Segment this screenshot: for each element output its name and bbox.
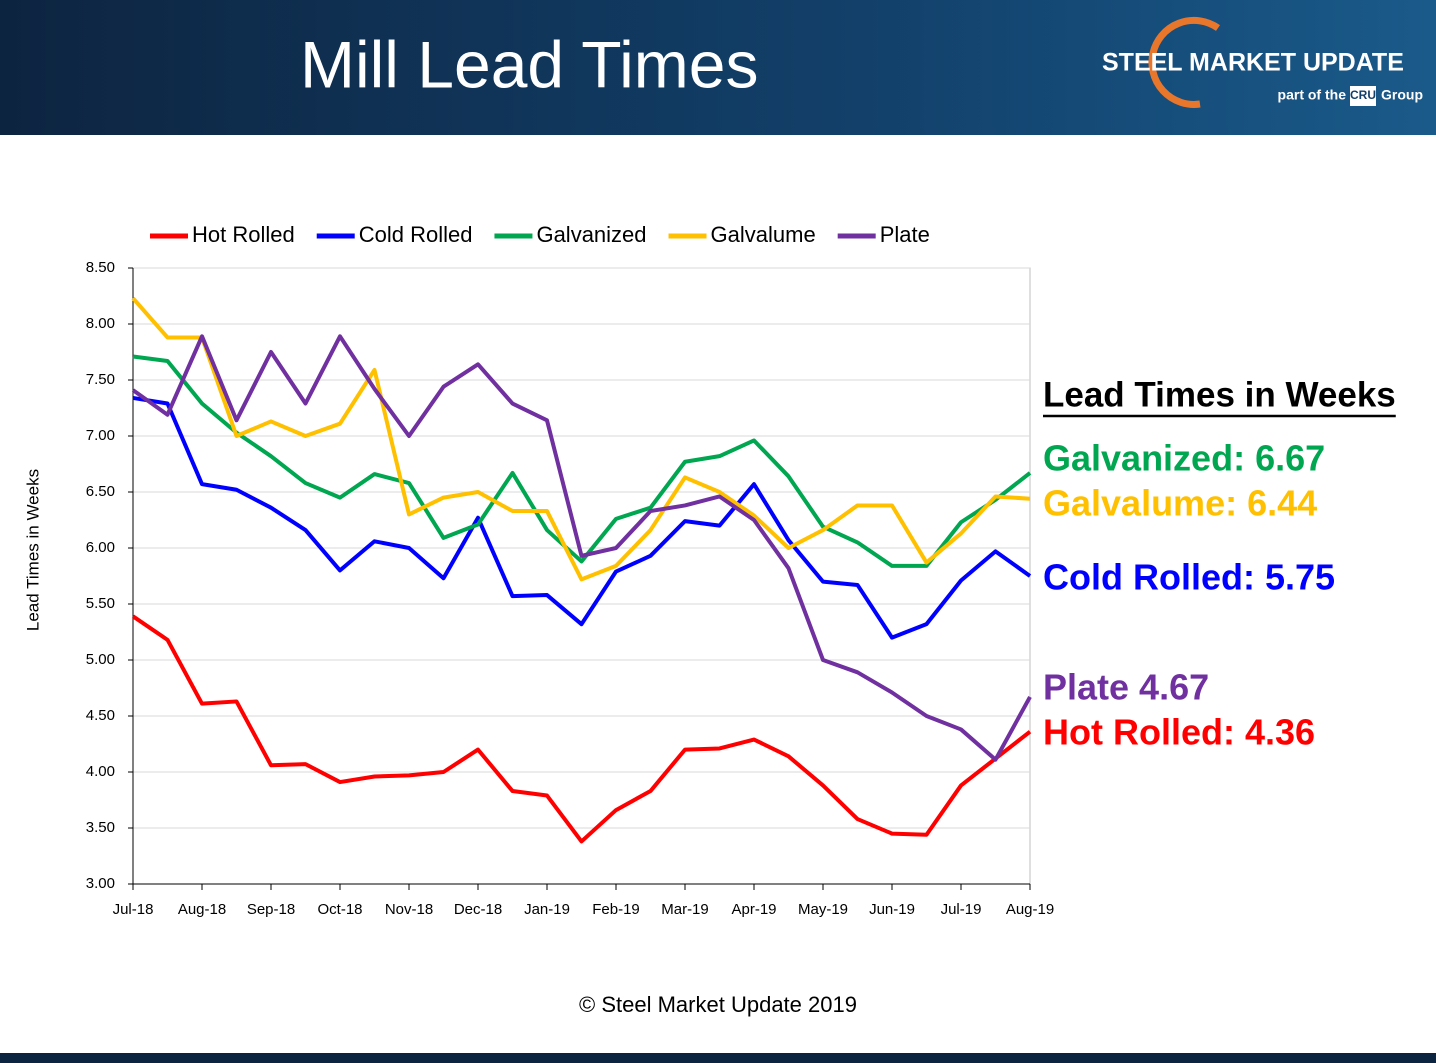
x-tick-label: Sep-18 bbox=[247, 901, 295, 918]
x-tick-label: Aug-19 bbox=[1006, 901, 1054, 918]
x-tick-label: Jan-19 bbox=[524, 901, 570, 918]
x-tick-label: Aug-18 bbox=[178, 901, 226, 918]
legend-label: Hot Rolled bbox=[192, 222, 295, 247]
logo-cru: CRU bbox=[1350, 88, 1376, 102]
y-tick-label: 8.00 bbox=[86, 315, 115, 332]
x-tick-label: Mar-19 bbox=[661, 901, 709, 918]
y-tick-label: 7.00 bbox=[86, 427, 115, 444]
series-line bbox=[131, 334, 1032, 762]
y-axis-label: Lead Times in Weeks bbox=[23, 469, 42, 631]
y-tick-label: 5.00 bbox=[86, 651, 115, 668]
legend-label: Cold Rolled bbox=[359, 222, 473, 247]
series-line bbox=[131, 614, 1032, 844]
series-line bbox=[132, 395, 1032, 640]
x-tick-label: Jul-19 bbox=[941, 901, 982, 918]
x-tick-label: Nov-18 bbox=[385, 901, 433, 918]
annotation: Galvanized: 6.67 bbox=[1043, 438, 1325, 479]
legend-label: Galvanized bbox=[536, 222, 646, 247]
annotation: Cold Rolled: 5.75 bbox=[1043, 557, 1335, 598]
slide-title: Mill Lead Times bbox=[300, 27, 759, 101]
x-tick-label: May-19 bbox=[798, 901, 848, 918]
series-line bbox=[131, 296, 1031, 582]
logo-arc bbox=[1148, 16, 1220, 108]
footer-band bbox=[0, 1053, 1436, 1063]
x-tick-label: Jun-19 bbox=[869, 901, 915, 918]
legend-label: Galvalume bbox=[711, 222, 816, 247]
series-line bbox=[132, 354, 1032, 568]
y-tick-label: 4.50 bbox=[86, 707, 115, 724]
y-tick-label: 3.50 bbox=[86, 819, 115, 836]
x-tick-label: Apr-19 bbox=[731, 901, 776, 918]
logo-cru-box bbox=[1350, 86, 1376, 106]
logo-name: STEEL MARKET UPDATE bbox=[1102, 49, 1404, 77]
y-tick-label: 4.00 bbox=[86, 763, 115, 780]
annotation: Hot Rolled: 4.36 bbox=[1043, 712, 1315, 753]
logo-group: Group bbox=[1381, 87, 1423, 103]
logo-sub: part of the bbox=[1278, 87, 1347, 103]
y-tick-label: 3.00 bbox=[86, 875, 115, 892]
y-tick-label: 7.50 bbox=[86, 371, 115, 388]
y-tick-label: 8.50 bbox=[86, 259, 115, 276]
y-tick-label: 5.50 bbox=[86, 595, 115, 612]
annotation: Galvalume: 6.44 bbox=[1043, 483, 1317, 524]
footer: © Steel Market Update 2019 bbox=[579, 992, 857, 1017]
y-tick-label: 6.50 bbox=[86, 483, 115, 500]
x-tick-label: Jul-18 bbox=[113, 901, 154, 918]
y-tick-label: 6.00 bbox=[86, 539, 115, 556]
legend-label: Plate bbox=[880, 222, 930, 247]
annotation-heading: Lead Times in Weeks bbox=[1043, 375, 1396, 414]
x-tick-label: Dec-18 bbox=[454, 901, 502, 918]
annotation: Plate 4.67 bbox=[1043, 667, 1209, 708]
x-tick-label: Oct-18 bbox=[317, 901, 362, 918]
x-tick-label: Feb-19 bbox=[592, 901, 640, 918]
